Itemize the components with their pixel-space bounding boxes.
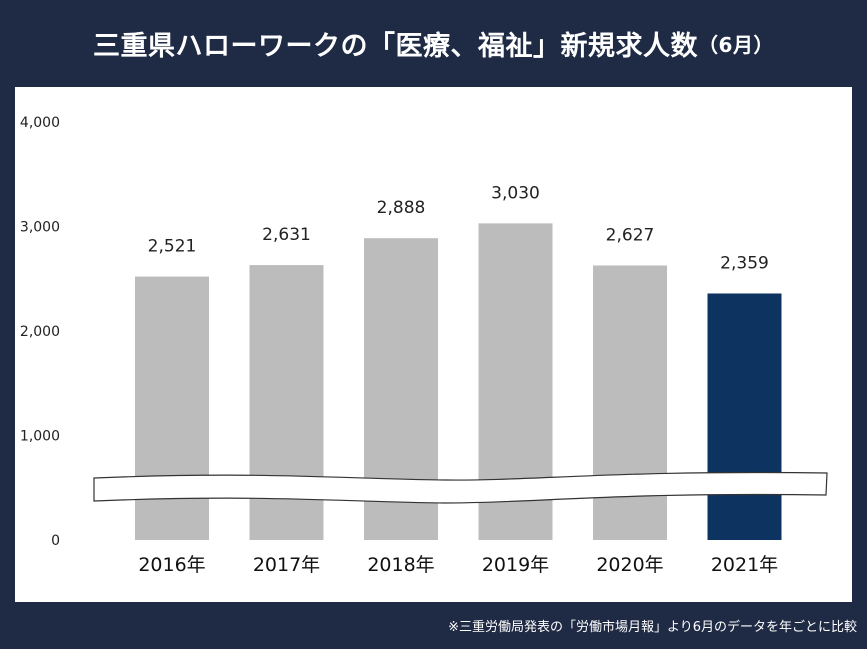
bar: [593, 265, 667, 540]
axis-break-band: [93, 471, 828, 504]
bar: [707, 293, 782, 540]
x-tick-label: 2020年: [596, 554, 663, 576]
title-main: 三重県ハローワークの「医療、福祉」新規求人数: [93, 30, 699, 62]
data-label: 3,030: [491, 183, 540, 203]
x-tick-label: 2016年: [138, 554, 205, 576]
title-suffix: （6月）: [698, 32, 774, 57]
footnote: ※三重労働局発表の「労働市場月報」より6月のデータを年ごとに比較: [448, 620, 857, 635]
data-label: 2,631: [262, 225, 311, 245]
y-tick-label: 0: [51, 533, 60, 549]
y-tick-label: 4,000: [20, 115, 60, 131]
bar: [135, 276, 209, 540]
data-label: 2,627: [606, 225, 655, 245]
y-tick-label: 2,000: [20, 324, 60, 340]
x-tick-label: 2019年: [482, 554, 549, 576]
chart-title: 三重県ハローワークの「医療、福祉」新規求人数 （6月）: [0, 0, 867, 86]
data-label: 2,359: [720, 253, 769, 273]
data-label: 2,888: [377, 198, 426, 218]
x-tick-label: 2017年: [253, 554, 320, 576]
bar-chart: 0 1,000 2,000 3,000 4,000 2,521 2016年 2,631 2017…: [20, 115, 828, 576]
x-tick-label: 2018年: [367, 554, 434, 576]
chart-panel: 0 1,000 2,000 3,000 4,000 2,521 2016年 2,631 2017…: [15, 87, 852, 602]
y-tick-label: 3,000: [20, 220, 60, 236]
data-label: 2,521: [148, 237, 197, 257]
y-tick-label: 1,000: [20, 429, 60, 445]
x-tick-label: 2021年: [711, 554, 778, 576]
